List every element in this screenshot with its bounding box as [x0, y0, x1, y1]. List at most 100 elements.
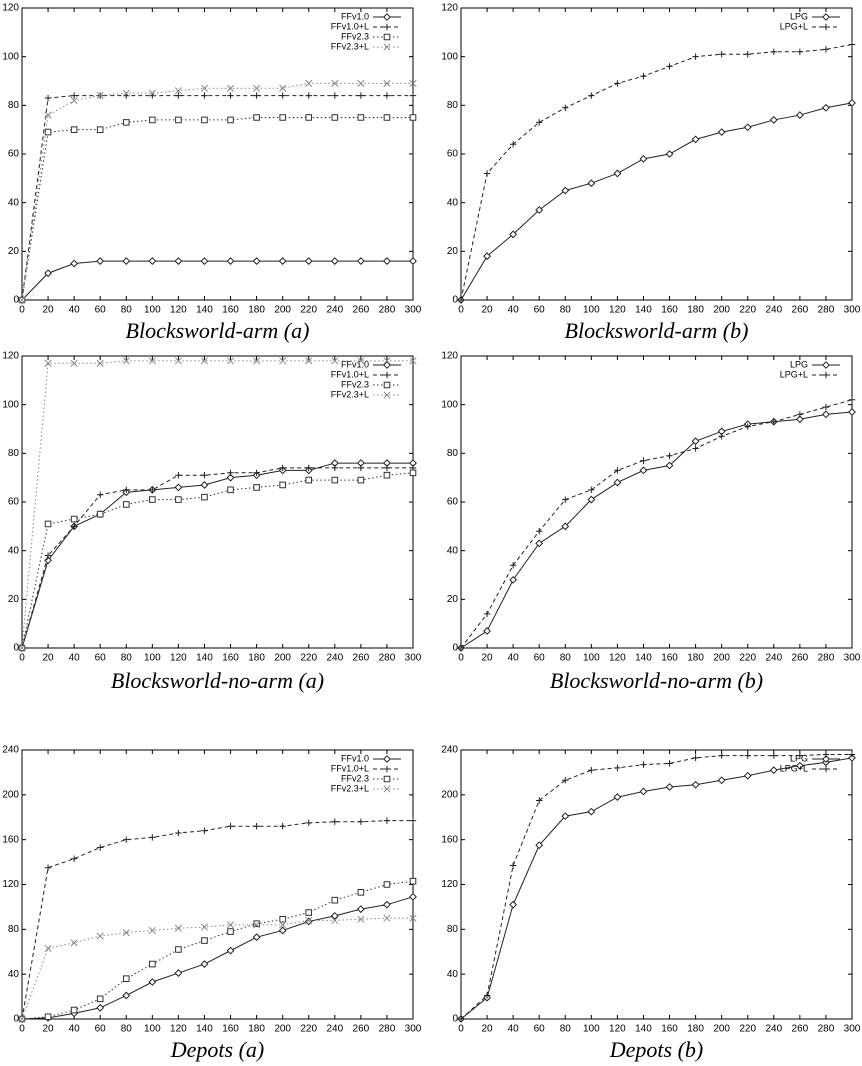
data-point	[692, 53, 699, 60]
x-tick-label: 260	[792, 653, 809, 664]
x-tick-label: 0	[458, 653, 464, 664]
y-tick-label: 100	[2, 51, 19, 62]
data-point	[96, 92, 104, 100]
data-point	[96, 995, 104, 1003]
x-tick-label: 300	[405, 653, 422, 664]
data-point	[279, 464, 286, 472]
data-point	[383, 817, 391, 824]
data-point	[201, 493, 208, 501]
x-tick-label: 240	[326, 305, 343, 316]
data-point	[200, 481, 209, 489]
legend-marker	[822, 23, 830, 31]
legend-marker	[822, 13, 830, 21]
y-tick-label: 0	[452, 1014, 458, 1025]
data-point	[536, 797, 543, 804]
x-tick-label: 200	[713, 305, 730, 316]
data-point	[226, 921, 235, 929]
data-point	[744, 51, 751, 58]
data-point	[200, 84, 209, 92]
data-point	[279, 915, 286, 923]
legend-marker	[822, 361, 830, 369]
legend-label: FFv2.3+L	[331, 41, 369, 51]
x-tick-label: 200	[713, 1024, 730, 1035]
data-point	[70, 359, 78, 367]
x-tick-label: 100	[144, 1024, 161, 1035]
x-tick-label: 160	[222, 653, 239, 664]
data-point	[148, 926, 156, 935]
series-line	[21, 467, 413, 649]
y-tick-label: 80	[8, 448, 20, 459]
data-point	[409, 92, 417, 99]
x-tick-label: 40	[508, 653, 520, 664]
x-tick-label: 20	[43, 653, 55, 664]
x-tick-label: 160	[661, 305, 678, 316]
data-point	[509, 141, 517, 148]
data-point	[409, 114, 417, 121]
data-point	[796, 48, 804, 55]
data-point	[383, 464, 391, 472]
legend-marker	[383, 33, 391, 41]
legend-label: LPG+L	[780, 763, 808, 773]
data-point	[743, 771, 752, 780]
series-line	[460, 399, 853, 649]
x-tick-label: 260	[792, 305, 809, 316]
data-point	[227, 486, 234, 494]
legend-marker	[822, 371, 830, 379]
data-point	[253, 921, 261, 929]
data-point	[123, 836, 130, 843]
y-tick-label: 40	[447, 969, 459, 980]
data-point	[483, 992, 491, 999]
data-point	[305, 357, 313, 365]
data-point	[383, 79, 391, 87]
data-point	[822, 751, 830, 758]
x-tick-label: 200	[274, 1024, 291, 1035]
x-tick-label: 120	[609, 305, 626, 316]
data-point	[175, 116, 182, 124]
data-point	[770, 418, 777, 425]
data-point	[457, 644, 465, 652]
x-tick-label: 280	[818, 305, 835, 316]
y-tick-label: 120	[2, 351, 19, 362]
data-point	[226, 84, 235, 92]
x-tick-label: 0	[19, 1024, 25, 1035]
data-point	[588, 486, 595, 494]
legend-label: LPG+L	[780, 21, 808, 31]
legend-marker	[383, 381, 391, 389]
x-tick-label: 60	[95, 1024, 107, 1035]
data-point	[97, 491, 104, 498]
x-tick-label: 140	[635, 1024, 652, 1035]
data-point	[795, 111, 804, 119]
data-point	[305, 909, 313, 916]
data-point	[822, 103, 830, 112]
data-point	[796, 752, 804, 759]
data-point	[122, 357, 130, 365]
x-tick-label: 200	[713, 653, 730, 664]
data-point	[509, 230, 518, 239]
data-point	[536, 528, 543, 535]
x-tick-label: 80	[560, 653, 572, 664]
data-point	[383, 900, 391, 909]
data-point	[409, 257, 417, 265]
data-point	[743, 123, 752, 132]
data-point	[97, 844, 104, 851]
data-point	[279, 921, 287, 929]
x-tick-label: 180	[248, 653, 265, 664]
data-point	[769, 766, 778, 775]
y-tick-label: 60	[447, 149, 459, 160]
y-tick-label: 60	[8, 497, 20, 508]
data-point	[227, 928, 234, 935]
legend-label: FFv1.0+L	[331, 369, 369, 379]
data-point	[226, 257, 235, 265]
data-point	[149, 496, 156, 503]
x-tick-label: 260	[792, 1024, 809, 1035]
data-point	[200, 357, 209, 365]
data-point	[587, 179, 596, 188]
chart-caption: Depots (a)	[170, 1037, 264, 1062]
data-point	[70, 96, 78, 105]
data-point	[357, 464, 365, 472]
x-tick-label: 120	[170, 653, 187, 664]
x-tick-label: 160	[661, 653, 678, 664]
data-point	[409, 79, 417, 87]
data-point	[201, 937, 208, 944]
data-point	[562, 777, 569, 784]
